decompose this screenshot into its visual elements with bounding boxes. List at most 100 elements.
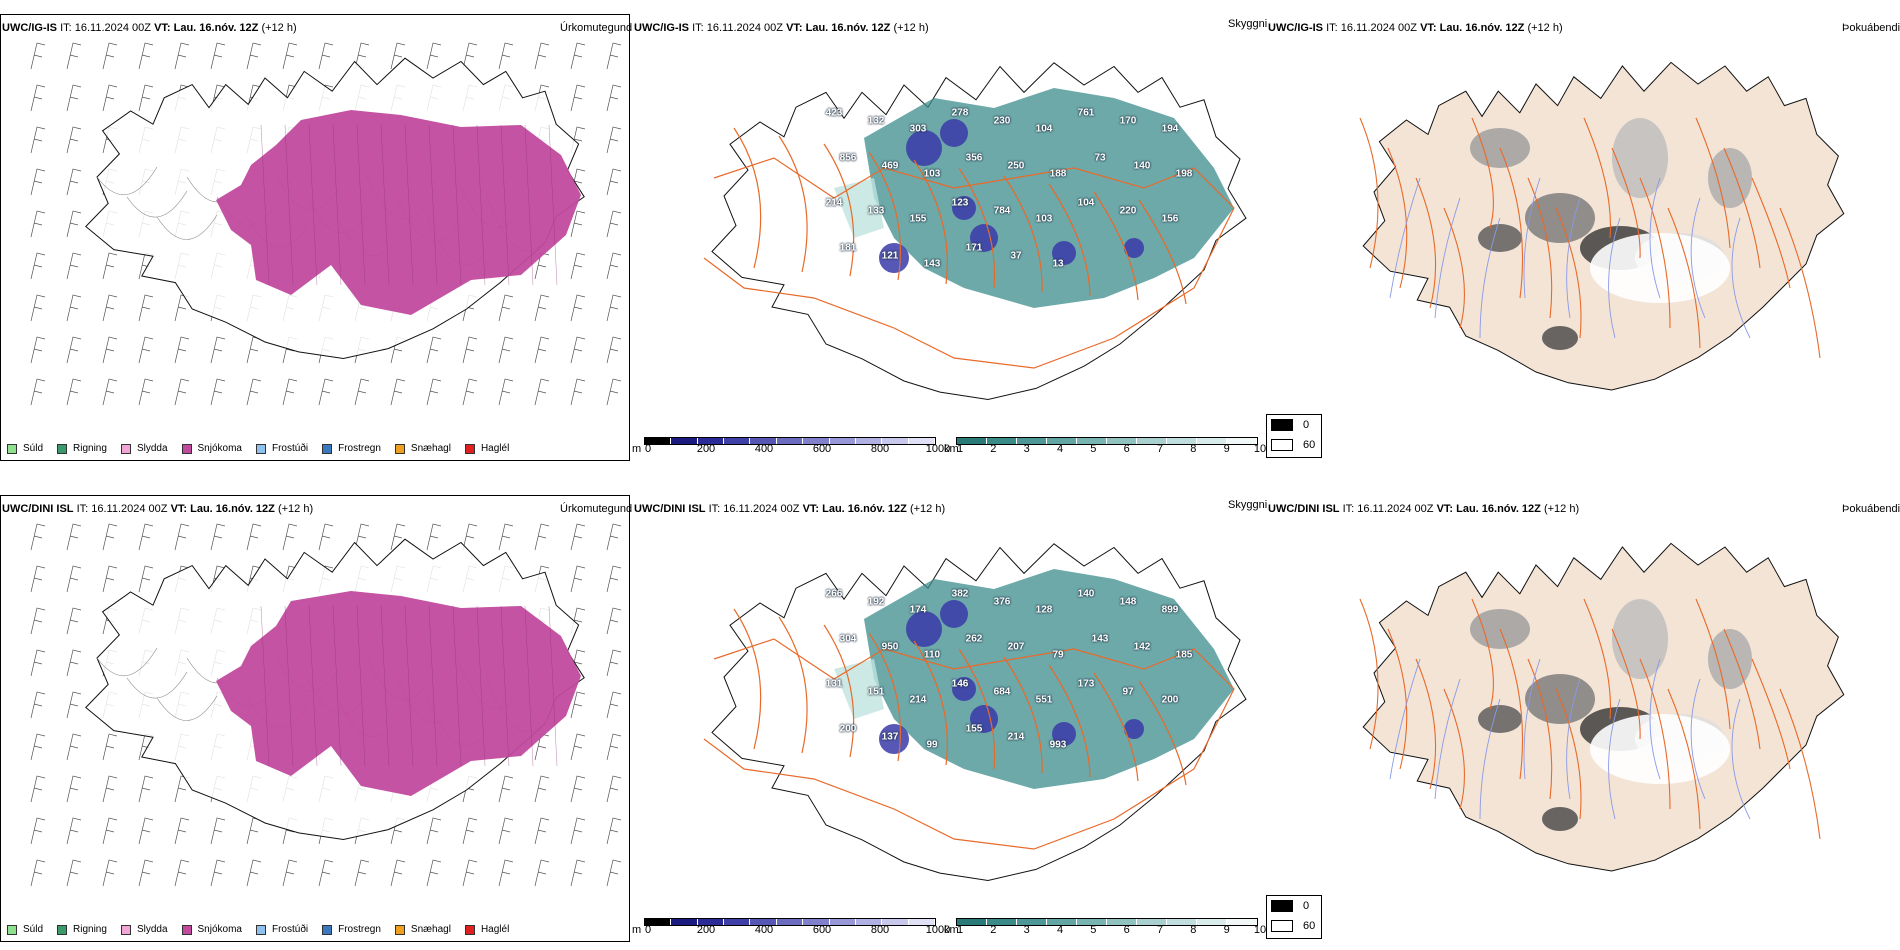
peak-label: 131 <box>825 678 843 690</box>
legend-swatch <box>464 924 475 935</box>
legend-item: Snæhagl <box>394 924 451 935</box>
legend-swatch <box>464 443 475 454</box>
colorbar-cells <box>644 918 936 926</box>
fog-legend-row: 60 <box>1271 439 1315 451</box>
peak-label: 146 <box>951 678 969 690</box>
peak-label: 73 <box>1094 152 1106 164</box>
peak-label: 170 <box>1119 115 1137 127</box>
fog-legend-row: 0 <box>1271 419 1309 431</box>
legend-swatch <box>57 443 68 454</box>
peak-label: 188 <box>1049 168 1067 180</box>
colorbar-tick: 10 <box>1253 924 1267 936</box>
peak-label: 214 <box>825 197 843 209</box>
peak-label: 220 <box>1119 205 1137 217</box>
peak-label: 140 <box>1133 160 1151 172</box>
peak-label: 79 <box>1052 649 1064 661</box>
colorbar-tick: 0 <box>644 443 652 455</box>
legend-item: Haglél <box>464 924 510 935</box>
peak-label: 185 <box>1175 649 1193 661</box>
legend-item: Frostregn <box>322 924 381 935</box>
fog-legend-1: 0 60 <box>1266 414 1322 458</box>
visibility-colorbar-1: km 1 2 3 4 5 6 7 8 9 10 <box>944 437 1266 461</box>
colorbar-tick: 4 <box>1056 924 1064 936</box>
colorbar-unit: m <box>632 924 642 936</box>
peak-label: 132 <box>867 115 885 127</box>
legend-label: Rigning <box>73 924 107 935</box>
peak-label: 103 <box>923 168 941 180</box>
colorbar-unit: km <box>944 443 959 455</box>
colorbar-tick: 9 <box>1223 924 1230 936</box>
legend-swatch <box>255 924 266 935</box>
legend-label: Snæhagl <box>410 924 451 935</box>
fog-panel-1 <box>1300 38 1880 438</box>
legend-item: Snæhagl <box>394 443 451 454</box>
peak-label: 13 <box>1052 258 1064 270</box>
legend-item: Rigning <box>57 443 107 454</box>
cloud-base-patches <box>879 600 1144 754</box>
fog-map-2 <box>1359 542 1845 872</box>
colorbar-tick: 1 <box>956 443 964 455</box>
legend-label: Haglél <box>480 924 510 935</box>
cloud-map-2 <box>703 543 1247 882</box>
visibility-colorbar-2: km 1 2 3 4 5 6 7 8 9 10 <box>944 918 1267 942</box>
fog-legend-row: 0 <box>1271 900 1309 912</box>
peak-label: 200 <box>839 723 857 735</box>
peak-label: 200 <box>1161 694 1179 706</box>
fog-title-2: Þokuábendi <box>1842 503 1900 515</box>
peak-label: 376 <box>993 596 1011 608</box>
peak-label: 143 <box>923 258 941 270</box>
colorbar-tick: 8 <box>1190 924 1197 936</box>
cloud-base-colorbar-2: m 0 200 400 600 800 1000 <box>632 918 950 942</box>
peak-label: 194 <box>1161 123 1179 135</box>
colorbar-tick: 400 <box>754 924 774 936</box>
peak-label: 278 <box>951 107 969 119</box>
header-fog-1: UWC/IG-IS IT: 16.11.2024 00Z VT: Lau. 16… <box>1268 22 1563 34</box>
fog-legend-2: 0 60 <box>1266 895 1322 939</box>
legend-swatch <box>394 924 405 935</box>
legend-label: Frostúði <box>271 924 309 935</box>
legend-swatch <box>322 924 333 935</box>
legend-swatch <box>394 443 405 454</box>
colorbar-tick: 7 <box>1156 443 1164 455</box>
rivers-layer <box>1389 658 1751 820</box>
peak-label: 174 <box>909 604 927 616</box>
peak-label: 214 <box>1007 731 1025 743</box>
colorbar-tick: 7 <box>1156 924 1164 936</box>
precip-panel-2: Súld Rigning Slydda Snjókoma Frostúði Frostre… <box>0 495 630 942</box>
legend-label: Haglél <box>480 443 510 454</box>
legend-label: Snjókoma <box>197 443 242 454</box>
colorbar-tick: 1000 <box>925 443 951 455</box>
peak-label: 266 <box>825 588 843 600</box>
cloud-title-1: Skyggni <box>1228 18 1268 30</box>
peak-label: 143 <box>1091 633 1109 645</box>
legend-label: Slydda <box>136 443 168 454</box>
peak-label: 382 <box>951 588 969 600</box>
header-cloud-2: UWC/DINI ISL IT: 16.11.2024 00Z VT: Lau.… <box>634 503 946 515</box>
peak-label: 137 <box>881 731 899 743</box>
peak-label: 250 <box>1007 160 1025 172</box>
peak-label: 993 <box>1049 739 1067 751</box>
colorbar-tick: 600 <box>812 924 832 936</box>
colorbar-tick: 1000 <box>925 924 951 936</box>
peak-label: 123 <box>951 197 969 209</box>
fog-legend-swatch <box>1271 419 1293 431</box>
peak-label: 856 <box>839 152 857 164</box>
legend-label: Rigning <box>73 443 107 454</box>
colorbar-tick: 400 <box>754 443 774 455</box>
colorbar-cells <box>956 918 1258 926</box>
colorbar-tick: 9 <box>1223 443 1230 455</box>
peak-label: 155 <box>909 213 927 225</box>
peak-label: 148 <box>1119 596 1137 608</box>
colorbar-tick: 4 <box>1056 443 1064 455</box>
snow-area <box>216 591 581 796</box>
header-fog-2: UWC/DINI ISL IT: 16.11.2024 00Z VT: Lau.… <box>1268 503 1580 515</box>
precip-title-1: Úrkomutegund <box>560 22 633 34</box>
cloud-base-colorbar-1: m 0 200 400 600 800 1000 <box>632 437 950 461</box>
precip-map-2 <box>30 523 622 887</box>
legend-swatch <box>322 443 333 454</box>
cloud-panel-1: 423 132 303 278 230 104 761 170 194 856 469 103 356 2… <box>634 38 1274 438</box>
fog-legend-row: 60 <box>1271 920 1315 932</box>
peak-label: 950 <box>881 641 899 653</box>
peak-label: 899 <box>1161 604 1179 616</box>
legend-swatch <box>7 924 17 935</box>
